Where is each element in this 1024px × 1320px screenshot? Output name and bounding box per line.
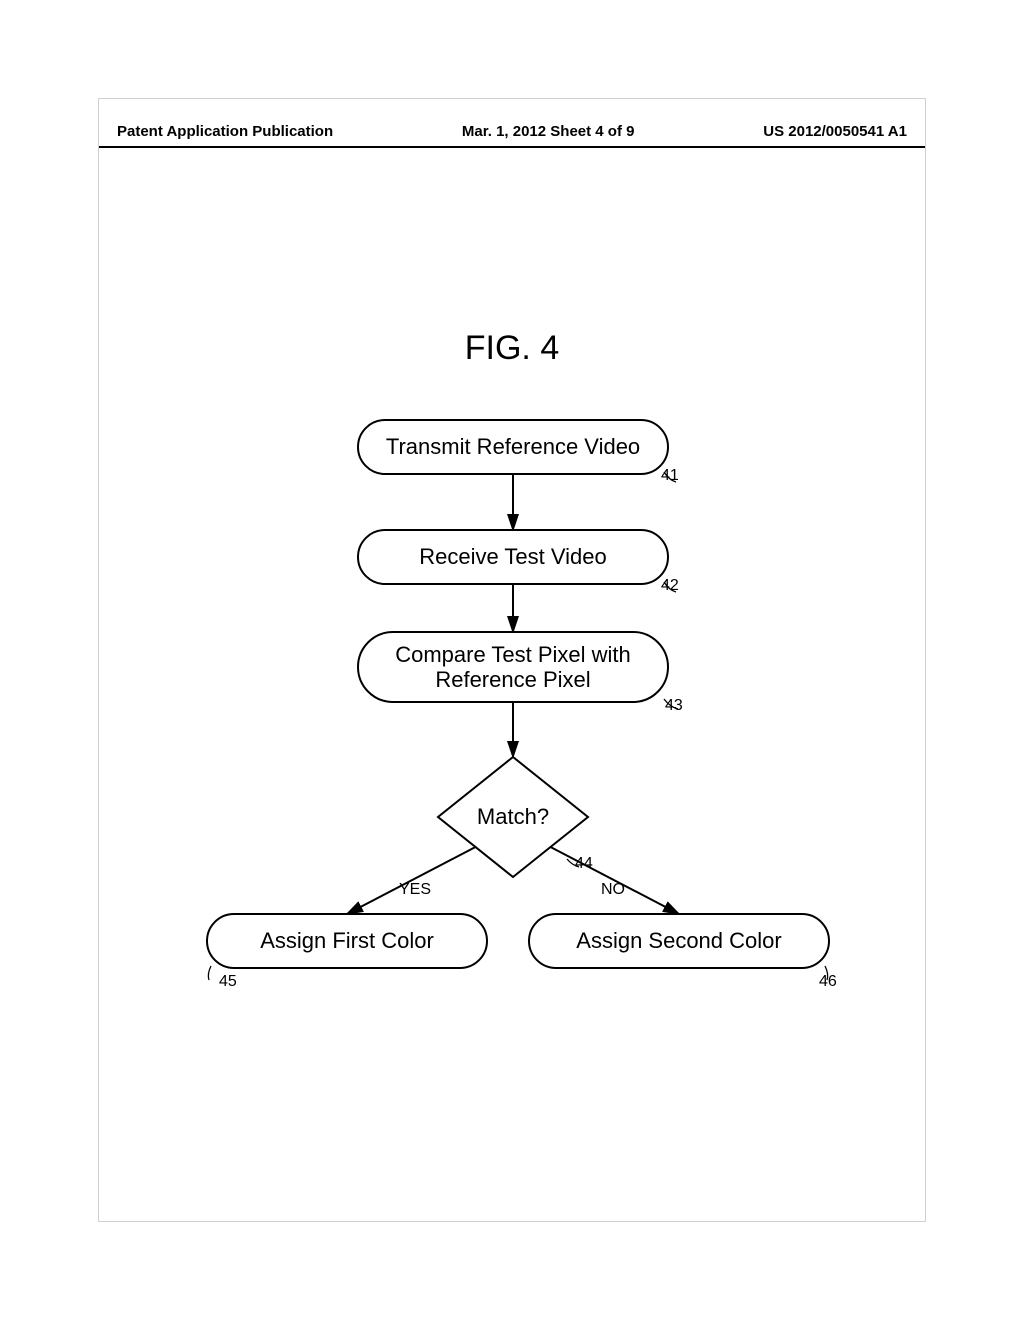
branch-label-no: NO xyxy=(601,881,625,899)
ref-44: 44 xyxy=(575,855,593,873)
flowchart xyxy=(99,99,927,1223)
ref-45: 45 xyxy=(219,973,237,991)
patent-page: Patent Application Publication Mar. 1, 2… xyxy=(98,98,926,1222)
ref-43: 43 xyxy=(665,697,683,715)
ref-42: 42 xyxy=(661,577,679,595)
branch-label-yes: YES xyxy=(399,881,431,899)
ref-46: 46 xyxy=(819,973,837,991)
flowchart-svg xyxy=(99,99,927,1223)
ref-41: 41 xyxy=(661,467,679,485)
